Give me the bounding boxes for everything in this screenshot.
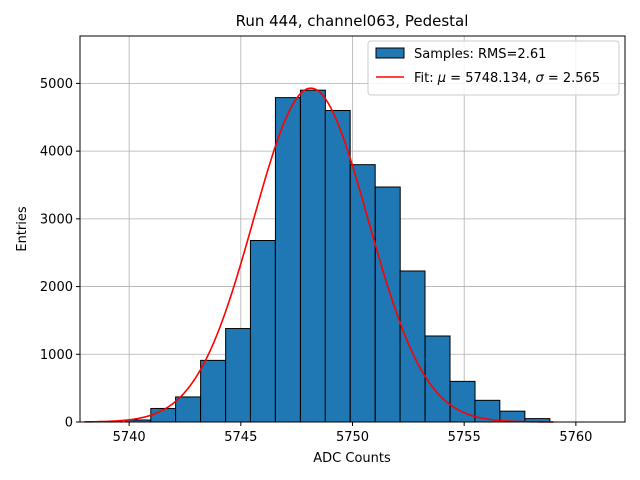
legend-fit-mu: μ bbox=[437, 71, 446, 86]
histogram-bar bbox=[399, 270, 426, 423]
legend-fit-suffix: = 2.565 bbox=[544, 71, 600, 86]
legend-bars-label: Samples: RMS=2.61 bbox=[414, 47, 546, 62]
y-axis-label: Entries bbox=[15, 206, 30, 252]
y-tick-label: 5000 bbox=[40, 77, 73, 92]
histogram-bar bbox=[249, 240, 276, 423]
fit-curve-group bbox=[84, 87, 554, 423]
histogram-bar bbox=[200, 359, 227, 423]
x-axis-ticks: 5740 5745 5750 5755 5760 bbox=[113, 422, 592, 445]
legend: Samples: RMS=2.61 Fit: μ = 5748.134, σ =… bbox=[367, 40, 620, 96]
histogram-bar bbox=[374, 186, 401, 423]
legend-fit-mid: = 5748.134, bbox=[446, 71, 535, 86]
y-tick-label: 4000 bbox=[40, 145, 73, 160]
histogram-bar bbox=[274, 97, 301, 423]
y-tick-label: 0 bbox=[65, 416, 73, 431]
histogram-bar bbox=[225, 328, 252, 423]
y-tick-label: 3000 bbox=[40, 212, 73, 227]
histogram-bars bbox=[125, 89, 551, 423]
fit-curve bbox=[84, 87, 554, 423]
legend-box bbox=[367, 40, 620, 96]
legend-fit-label: Fit: μ = 5748.134, σ = 2.565 bbox=[414, 71, 600, 86]
legend-fit-prefix: Fit: bbox=[414, 71, 438, 86]
histogram-bar bbox=[424, 335, 451, 423]
x-tick-label: 5755 bbox=[448, 430, 481, 445]
x-tick-label: 5745 bbox=[224, 430, 257, 445]
y-tick-label: 1000 bbox=[40, 348, 73, 363]
y-axis-ticks: 0 1000 2000 3000 4000 5000 bbox=[40, 77, 80, 431]
histogram-bar bbox=[299, 89, 326, 423]
x-tick-label: 5760 bbox=[559, 430, 592, 445]
x-tick-label: 5740 bbox=[113, 430, 146, 445]
y-tick-label: 2000 bbox=[40, 280, 73, 295]
histogram-bar bbox=[175, 396, 202, 423]
legend-bar-swatch bbox=[375, 47, 405, 59]
x-axis-label: ADC Counts bbox=[313, 451, 391, 466]
legend-fit-sigma: σ bbox=[536, 71, 545, 86]
x-tick-label: 5750 bbox=[336, 430, 369, 445]
chart-title: Run 444, channel063, Pedestal bbox=[236, 12, 469, 30]
histogram-bar bbox=[324, 109, 351, 423]
histogram-bar bbox=[349, 164, 376, 423]
